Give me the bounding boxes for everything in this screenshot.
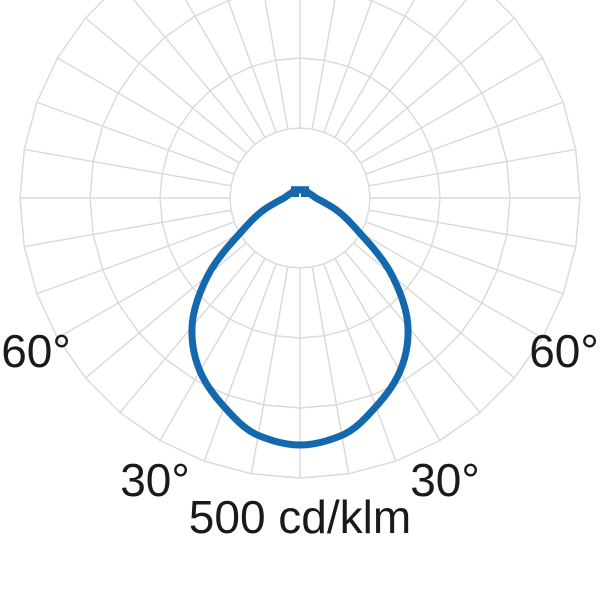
svg-text:500 cd/klm: 500 cd/klm — [189, 491, 411, 543]
svg-text:60°: 60° — [529, 325, 599, 377]
svg-text:30°: 30° — [410, 454, 480, 506]
svg-text:30°: 30° — [120, 454, 190, 506]
svg-text:60°: 60° — [1, 325, 71, 377]
